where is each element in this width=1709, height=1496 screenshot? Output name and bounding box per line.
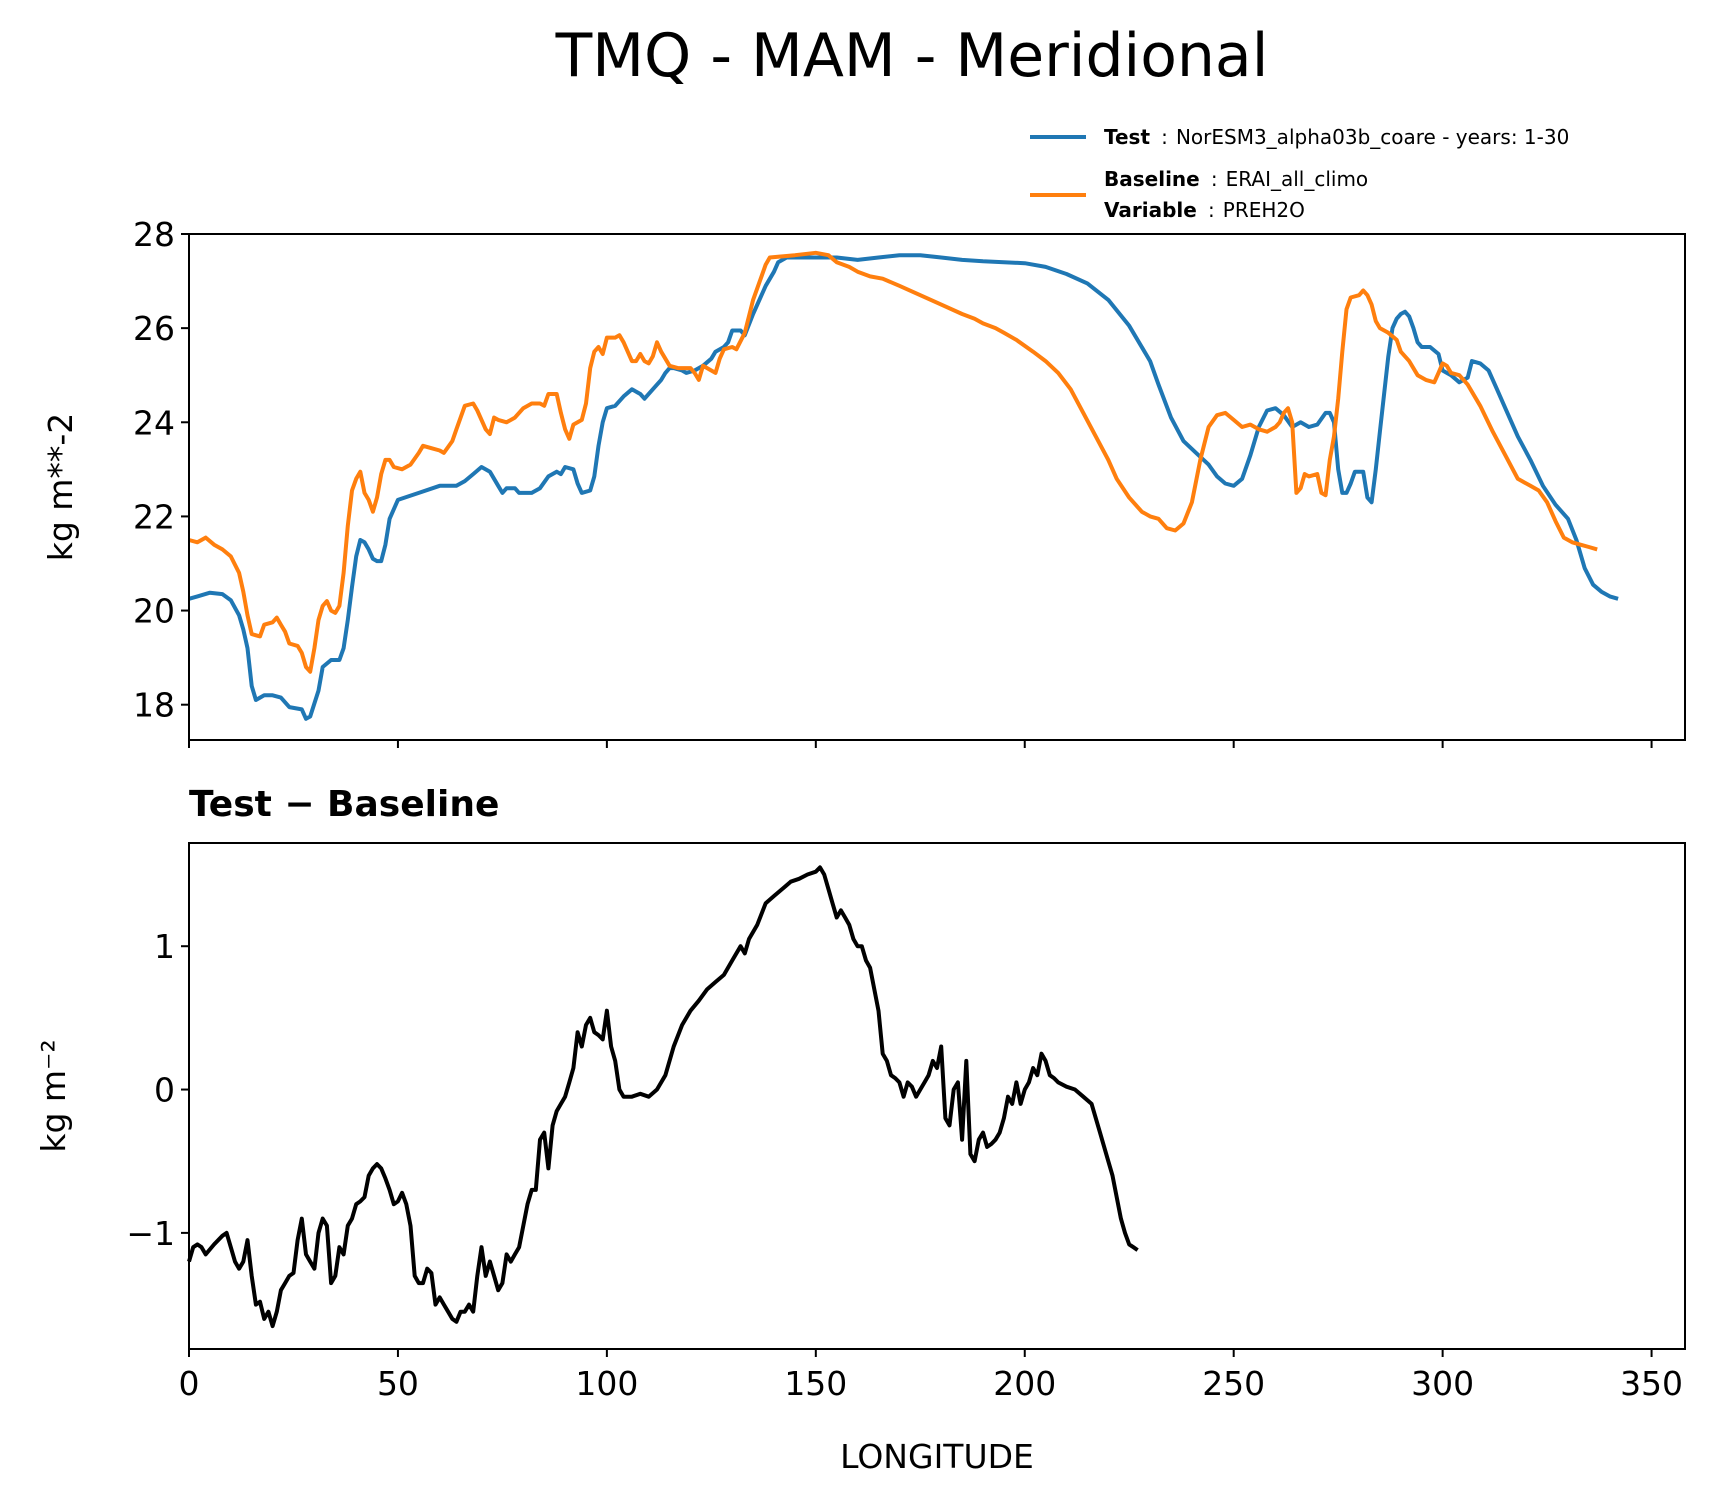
- top-series: [188, 250, 1619, 721]
- top-ytick-label: 22: [133, 497, 175, 536]
- bottom-xtick-label: 0: [179, 1364, 200, 1403]
- top-panel: 18 20 22 24 26 28 kg m**-2: [41, 215, 1686, 748]
- bottom-xtick-label: 100: [575, 1364, 638, 1403]
- bottom-ytick-label: 1: [154, 927, 175, 966]
- legend-variable-key: Variable: [1104, 198, 1197, 222]
- bottom-series: [187, 865, 1139, 1329]
- bottom-plot-frame: [188, 842, 1686, 1350]
- legend-variable-sep: :: [1208, 198, 1215, 222]
- top-series-test: [188, 253, 1619, 721]
- legend-baseline-sep: :: [1211, 167, 1218, 191]
- legend-variable-value: PREH2O: [1223, 198, 1305, 222]
- legend-baseline-value: ERAI_all_climo: [1226, 167, 1369, 191]
- bottom-xtick-label: 50: [377, 1364, 419, 1403]
- legend-test-value: NorESM3_alpha03b_coare - years: 1-30: [1176, 125, 1569, 149]
- top-plot-frame: [188, 233, 1686, 741]
- legend-test-key: Test: [1104, 125, 1150, 149]
- bottom-ytick-label: 0: [154, 1071, 175, 1110]
- top-ylabel: kg m**-2: [41, 413, 80, 562]
- top-ytick-label: 28: [133, 215, 175, 254]
- bottom-xtick-label: 250: [1202, 1364, 1265, 1403]
- legend-test-entry: Test : NorESM3_alpha03b_coare - years: 1…: [1104, 125, 1569, 149]
- bottom-xtick-label: 350: [1620, 1364, 1683, 1403]
- top-ytick-label: 24: [133, 403, 175, 442]
- bottom-panel: Test − Baseline −1 0 1 0 50 100 150 200 250 300 35…: [34, 784, 1686, 1476]
- top-ytick-label: 18: [133, 686, 175, 725]
- bottom-xlabel: LONGITUDE: [840, 1437, 1034, 1476]
- bottom-axis-ticks: −1 0 1 0 50 100 150 200 250 300 350: [126, 927, 1683, 1403]
- top-series-baseline: [188, 250, 1598, 674]
- legend-baseline-entry: Baseline : ERAI_all_climo: [1104, 167, 1368, 191]
- bottom-xtick-label: 300: [1411, 1364, 1474, 1403]
- top-axis-ticks: 18 20 22 24 26 28: [133, 215, 1653, 748]
- legend: Test : NorESM3_alpha03b_coare - years: 1…: [1030, 125, 1569, 222]
- bottom-ytick-label: −1: [126, 1214, 175, 1253]
- top-ytick-label: 26: [133, 309, 175, 348]
- bottom-panel-title: Test − Baseline: [189, 784, 499, 825]
- top-ytick-label: 20: [133, 592, 175, 631]
- bottom-xtick-label: 200: [993, 1364, 1056, 1403]
- legend-baseline-key: Baseline: [1104, 167, 1200, 191]
- legend-variable-entry: Variable : PREH2O: [1104, 198, 1305, 222]
- legend-test-sep: :: [1161, 125, 1168, 149]
- figure-title: TMQ - MAM - Meridional: [555, 21, 1269, 91]
- bottom-ylabel: kg m⁻²: [34, 1039, 73, 1152]
- bottom-xtick-label: 150: [784, 1364, 847, 1403]
- bottom-series-test-baseline: [187, 865, 1139, 1329]
